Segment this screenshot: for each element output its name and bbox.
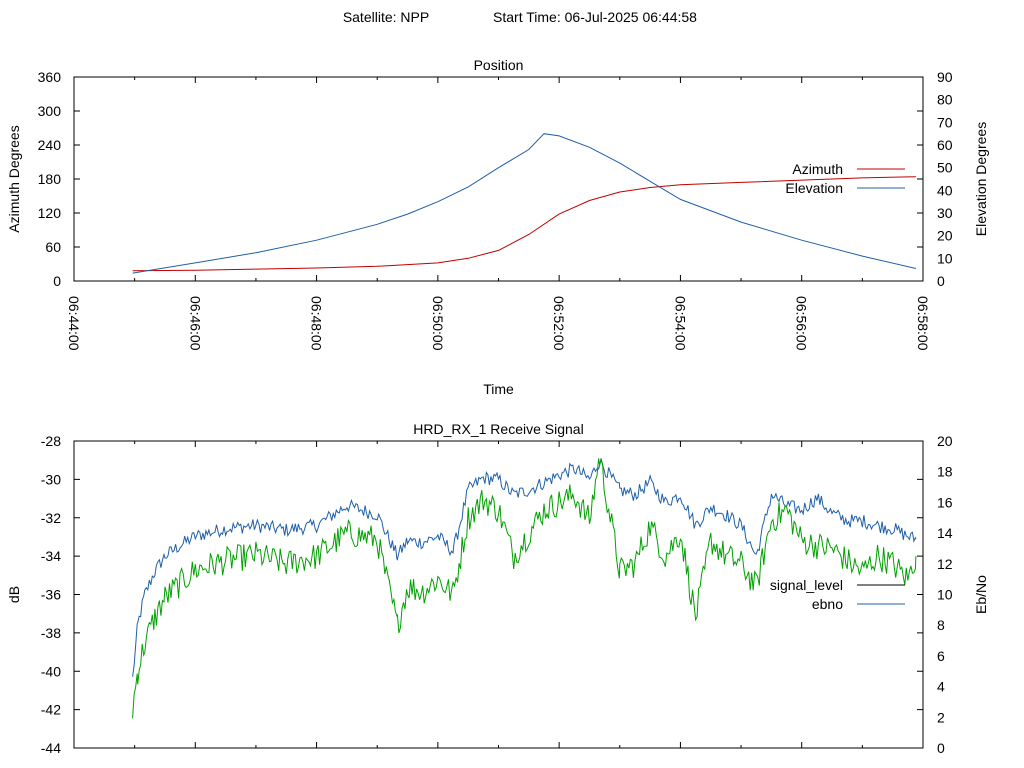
panel1-y2-tick-label: 80 (937, 92, 953, 108)
panel2-y2-axis-label: Eb/No (973, 575, 989, 614)
panel1-y-tick-label: 0 (53, 273, 61, 289)
panel2-y2-tick-label: 6 (937, 648, 945, 664)
panel1-chart-title: Position (474, 57, 524, 73)
panel2-y2-tick-label: 16 (937, 494, 953, 510)
panel1-y2-tick-label: 30 (937, 205, 953, 221)
panel2-y-tick-label: -34 (41, 548, 61, 564)
panel1-series-line-azimuth (132, 176, 916, 272)
panel2-y2-tick-label: 18 (937, 464, 953, 480)
panel1-x-tick-label: 06:48:00 (309, 296, 325, 351)
panel1-y2-tick-label: 20 (937, 228, 953, 244)
panel1-y2-tick-label: 70 (937, 114, 953, 130)
panel2-series-line-ebno (132, 458, 917, 677)
panel1-x-tick-label: 06:58:00 (915, 296, 931, 351)
panel1-x-tick-label: 06:50:00 (430, 296, 446, 351)
panel2-y2-tick-label: 14 (937, 525, 953, 541)
panel1-x-tick-label: 06:46:00 (187, 296, 203, 351)
panel2-y-tick-label: -40 (41, 663, 61, 679)
panel2-y2-tick-label: 8 (937, 617, 945, 633)
panel1-y-tick-label: 360 (38, 69, 62, 85)
panel1-x-tick-label: 06:56:00 (794, 296, 810, 351)
panel1-y-tick-label: 60 (45, 239, 61, 255)
panel1-legend-label-azimuth: Azimuth (792, 161, 843, 177)
panel2-y-tick-label: -42 (41, 702, 61, 718)
panel2-y-axis-label: dB (6, 586, 22, 603)
panel2-y2-tick-label: 20 (937, 433, 953, 449)
panel1-y-tick-label: 240 (38, 137, 62, 153)
panel1-y2-tick-label: 0 (937, 273, 945, 289)
panel1-x-tick-label: 06:52:00 (551, 296, 567, 351)
panel1-y2-tick-label: 50 (937, 160, 953, 176)
panel2-y2-tick-label: 0 (937, 740, 945, 756)
panel2-y2-tick-label: 10 (937, 587, 953, 603)
panel2-y-tick-label: -32 (41, 510, 61, 526)
panel2-y-tick-label: -30 (41, 471, 61, 487)
panel2-y-tick-label: -36 (41, 587, 61, 603)
panel2-y-tick-label: -44 (41, 740, 61, 756)
panel1-y-axis-label: Azimuth Degrees (6, 125, 22, 232)
panel1-x-tick-label: 06:54:00 (672, 296, 688, 351)
panel1-x-axis-label: Time (483, 381, 514, 397)
panel1-y2-tick-label: 60 (937, 137, 953, 153)
panel1-y-tick-label: 300 (38, 103, 62, 119)
panel1-x-tick-label: 06:44:00 (66, 296, 82, 351)
panel1-y-tick-label: 180 (38, 171, 62, 187)
panel1-y-tick-label: 120 (38, 205, 62, 221)
panel2-chart-title: HRD_RX_1 Receive Signal (413, 421, 583, 437)
panel2-legend-label-signal-level: signal_level (770, 577, 843, 593)
panel2-y-tick-label: -28 (41, 433, 61, 449)
header-start-time: Start Time: 06-Jul-2025 06:44:58 (493, 9, 697, 25)
panel2-y2-tick-label: 4 (937, 679, 945, 695)
panel1-y2-tick-label: 10 (937, 250, 953, 266)
panel1-y2-tick-label: 90 (937, 69, 953, 85)
panel2-y2-tick-label: 12 (937, 556, 953, 572)
header-satellite: Satellite: NPP (343, 9, 429, 25)
panel2-y2-tick-label: 2 (937, 709, 945, 725)
panel1-series-line-elevation (132, 133, 917, 274)
panel2-plot-frame (73, 440, 924, 749)
panel1-y2-tick-label: 40 (937, 182, 953, 198)
panel2-series-line-signal-green (132, 458, 917, 719)
panel2-legend-label-ebno: ebno (812, 596, 843, 612)
panel1-legend-label-elevation: Elevation (785, 180, 843, 196)
panel2-y-tick-label: -38 (41, 625, 61, 641)
panel1-y2-axis-label: Elevation Degrees (973, 122, 989, 236)
